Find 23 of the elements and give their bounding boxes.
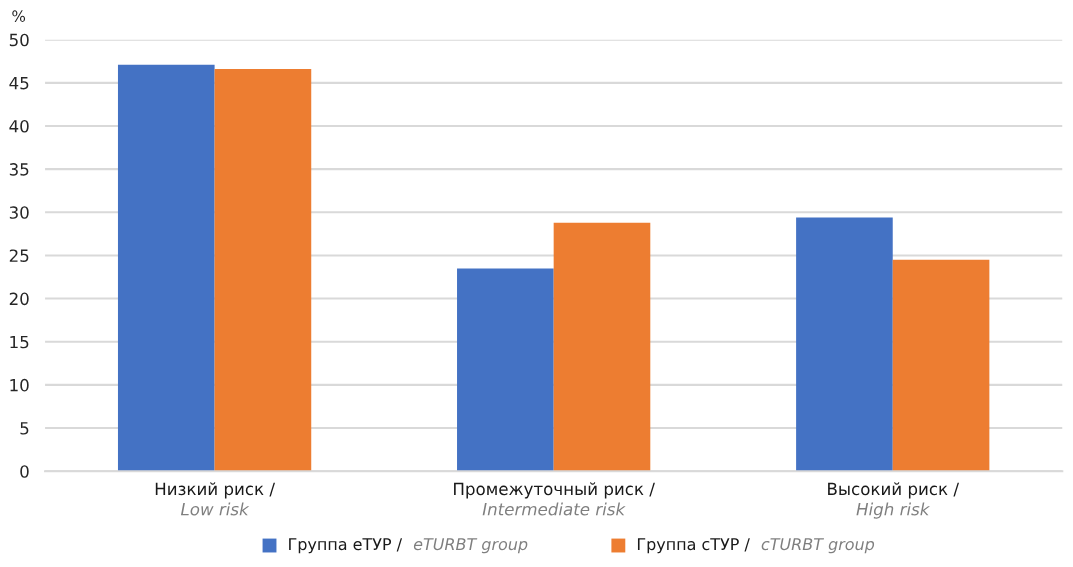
- bar: [553, 222, 651, 472]
- bar: [796, 217, 893, 472]
- x-tick-label: Промежуточный риск / Intermediate risk: [454, 482, 655, 516]
- bar: [117, 64, 215, 472]
- legend-label: Группа еТУР / eTURBT group: [289, 538, 528, 554]
- legend-label: Группа сТУР / cTURBT group: [637, 538, 875, 554]
- y-tick-label: 30: [9, 206, 29, 219]
- y-tick-label: 35: [9, 163, 29, 176]
- y-tick-label: 45: [9, 77, 29, 90]
- y-tick-label: 20: [9, 292, 29, 306]
- y-tick-label: 50: [9, 33, 29, 47]
- y-tick-label: 10: [10, 378, 29, 392]
- bar: [457, 268, 554, 472]
- x-tick-label: Высокий риск / High risk: [828, 482, 959, 519]
- y-tick-label: 25: [9, 249, 29, 262]
- y-tick-label: 0: [20, 465, 29, 478]
- y-tick-label: 40: [9, 119, 29, 133]
- y-axis-title: %: [12, 10, 26, 22]
- x-tick-label: Низкий риск / Low risk: [155, 482, 275, 516]
- bar: [214, 69, 312, 472]
- bar: [892, 259, 990, 472]
- y-tick-label: 15: [10, 335, 29, 349]
- y-tick-label: 5: [20, 422, 29, 435]
